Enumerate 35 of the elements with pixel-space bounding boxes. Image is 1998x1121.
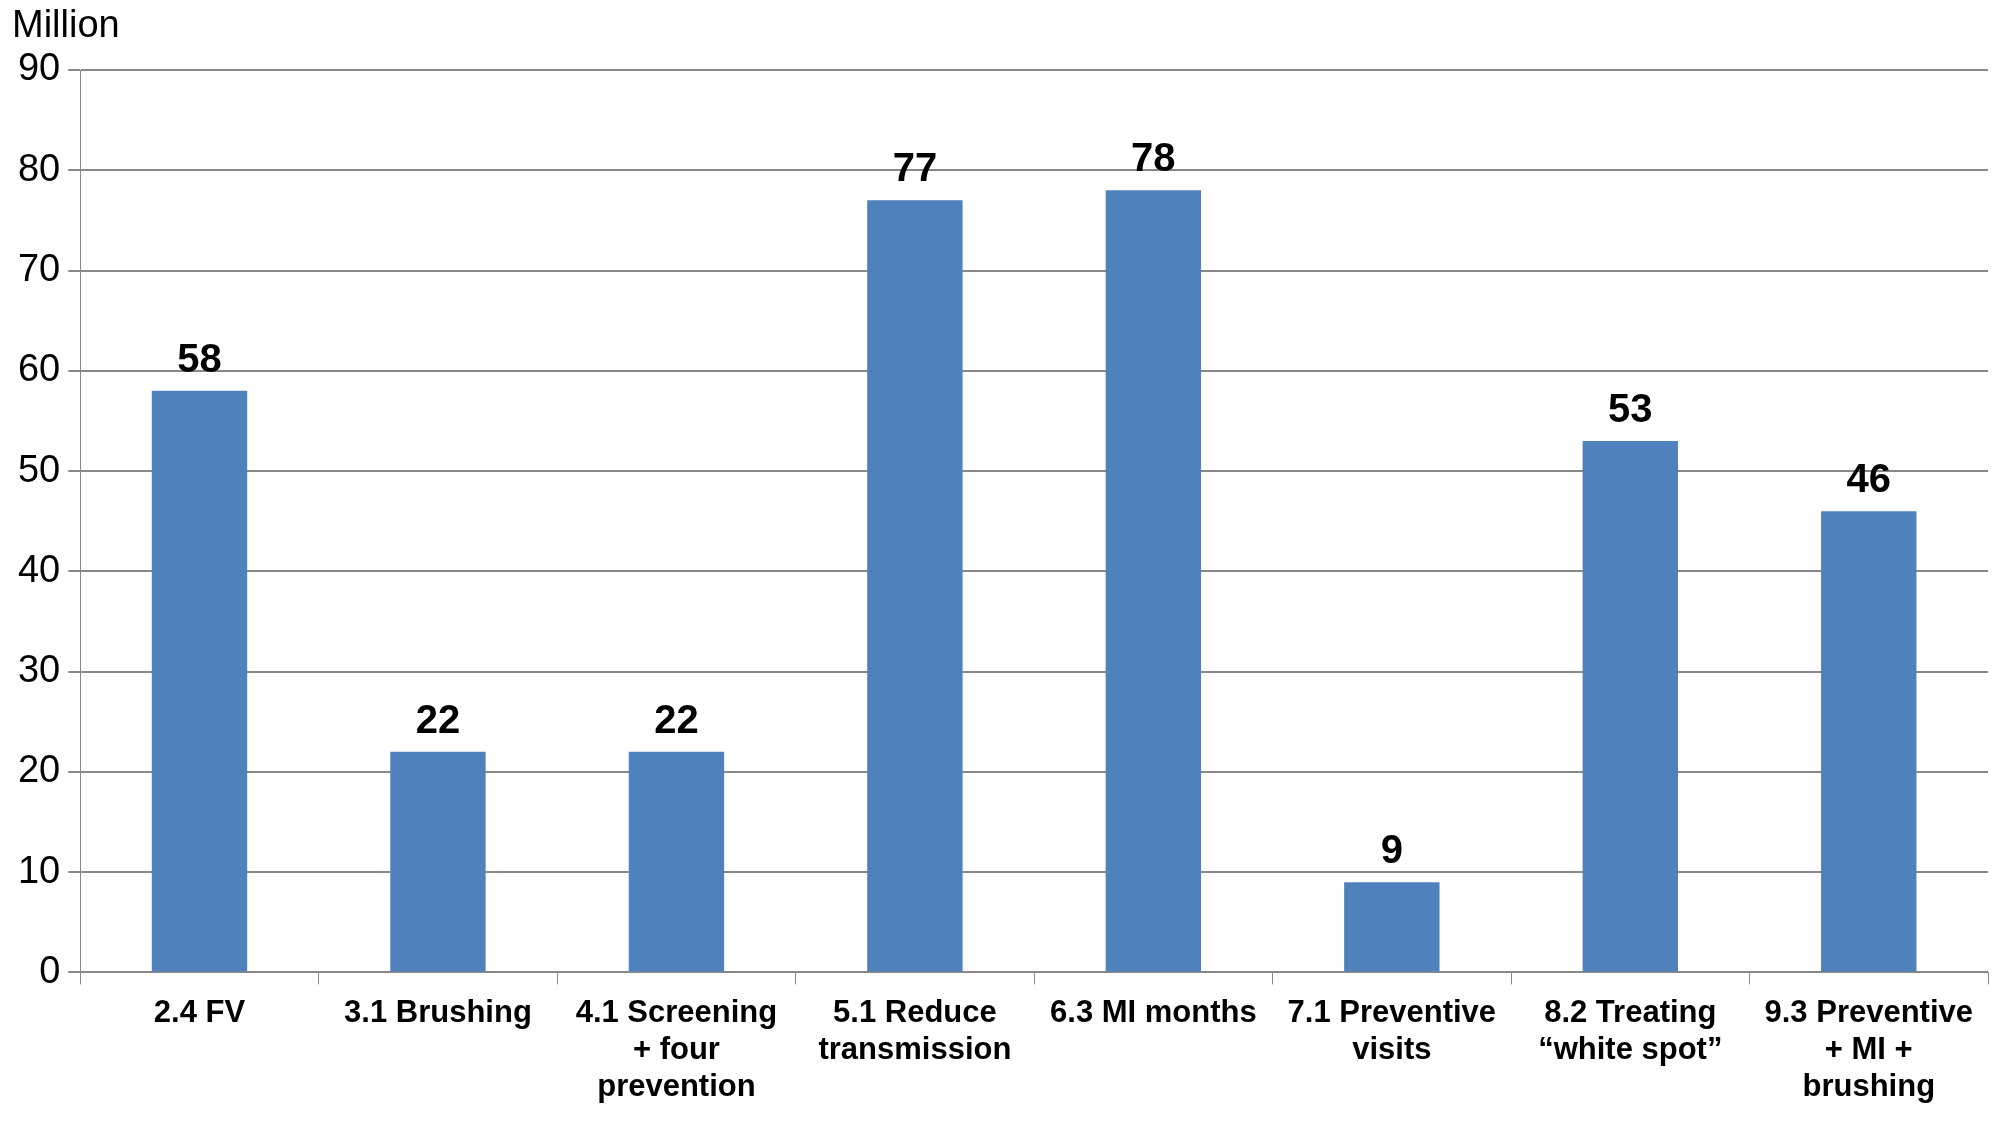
x-tick-label: 6.3 MI months xyxy=(1050,993,1257,1029)
y-tick-label: 90 xyxy=(17,46,61,89)
bar xyxy=(628,751,725,972)
x-tick-label: 4.1 Screening + four prevention xyxy=(575,993,778,1103)
bar xyxy=(1821,511,1917,972)
x-tick-label: 7.1 Preventive visits xyxy=(1287,993,1497,1066)
y-tick-label: 20 xyxy=(17,748,61,791)
x-tick-label: 5.1 Reduce transmission xyxy=(818,993,1012,1066)
bar xyxy=(1582,440,1678,972)
y-tick-label: 10 xyxy=(17,848,61,891)
x-tick-label: 9.3 Preventive + MI + brushing xyxy=(1764,993,1974,1103)
data-label: 22 xyxy=(654,696,699,741)
data-label: 58 xyxy=(177,335,222,380)
bar xyxy=(151,390,248,972)
y-tick-label: 30 xyxy=(17,648,61,691)
data-label: 77 xyxy=(892,145,938,190)
data-label: 22 xyxy=(415,696,461,741)
bar xyxy=(1344,882,1440,972)
x-tick-label: 2.4 FV xyxy=(153,993,246,1029)
y-tick-label: 40 xyxy=(17,547,61,590)
data-label: 9 xyxy=(1380,827,1403,872)
bar xyxy=(1105,190,1202,972)
y-axis-title: Million xyxy=(12,3,120,46)
data-label: 78 xyxy=(1131,135,1176,180)
x-tick-label: 8.2 Treating “white spot” xyxy=(1538,993,1723,1066)
y-tick-label: 70 xyxy=(17,247,61,290)
y-tick-label: 80 xyxy=(17,146,61,189)
data-label: 53 xyxy=(1608,386,1653,431)
y-tick-label: 50 xyxy=(17,447,61,490)
bar xyxy=(867,200,963,972)
x-tick-label: 3.1 Brushing xyxy=(344,993,532,1029)
data-label: 46 xyxy=(1846,456,1892,501)
y-tick-label: 60 xyxy=(17,347,61,390)
y-tick-label: 0 xyxy=(39,948,61,991)
bar xyxy=(390,751,486,972)
